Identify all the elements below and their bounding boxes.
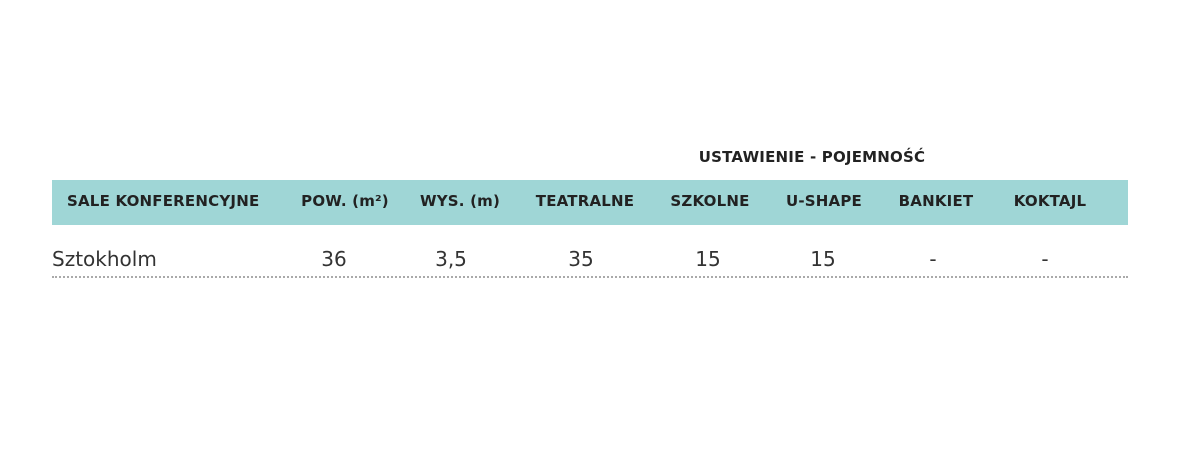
room-name: Sztokholm	[52, 247, 157, 271]
cell: 15	[695, 247, 721, 271]
cell: 3,5	[435, 247, 467, 271]
column-header: POW. (m²)	[301, 192, 389, 210]
column-header: WYS. (m)	[419, 192, 501, 210]
column-header: SZKOLNE	[670, 192, 750, 210]
column-header: KOKTAJL	[1013, 192, 1087, 210]
column-header: U-SHAPE	[785, 192, 863, 210]
column-header: TEATRALNE	[535, 192, 635, 210]
cell: -	[929, 247, 937, 271]
row-divider	[52, 276, 1128, 278]
cell: 35	[568, 247, 594, 271]
column-header: BANKIET	[898, 192, 974, 210]
column-header: SALE KONFERENCYJNE	[67, 192, 260, 210]
cell: 15	[810, 247, 836, 271]
cell: 36	[321, 247, 347, 271]
header-bar	[52, 180, 1128, 225]
cell: -	[1041, 247, 1049, 271]
group-header: USTAWIENIE - POJEMNOŚĆ	[698, 148, 926, 166]
